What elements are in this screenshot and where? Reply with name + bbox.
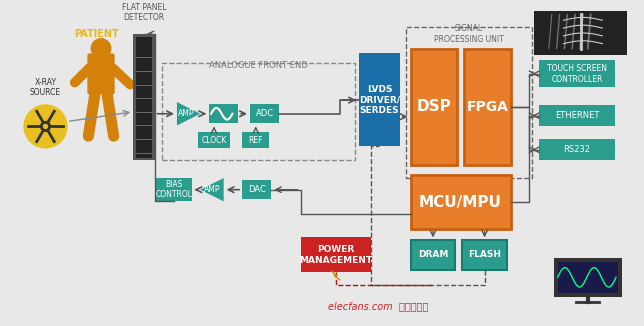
FancyBboxPatch shape xyxy=(464,49,511,165)
FancyBboxPatch shape xyxy=(411,49,457,165)
Text: ETHERNET: ETHERNET xyxy=(555,111,600,120)
Text: LVDS
DRIVER/
SERDES: LVDS DRIVER/ SERDES xyxy=(359,85,400,115)
FancyBboxPatch shape xyxy=(535,10,627,55)
Text: elecfans.com  电子发烧友: elecfans.com 电子发烧友 xyxy=(328,302,429,311)
Text: AMP: AMP xyxy=(178,109,194,118)
Text: DRAM: DRAM xyxy=(418,250,448,259)
Polygon shape xyxy=(177,102,200,126)
FancyBboxPatch shape xyxy=(539,105,615,126)
Text: ANALOGUE FRONT END: ANALOGUE FRONT END xyxy=(209,61,308,70)
Text: ADC: ADC xyxy=(256,109,274,118)
FancyBboxPatch shape xyxy=(242,180,271,200)
FancyBboxPatch shape xyxy=(209,104,238,124)
FancyBboxPatch shape xyxy=(359,53,400,146)
FancyBboxPatch shape xyxy=(411,175,511,229)
Bar xyxy=(406,27,533,178)
FancyBboxPatch shape xyxy=(554,258,622,297)
Bar xyxy=(162,63,355,160)
Polygon shape xyxy=(331,271,341,280)
FancyBboxPatch shape xyxy=(88,53,115,94)
Text: X-RAY
SOURCE: X-RAY SOURCE xyxy=(30,78,61,97)
FancyBboxPatch shape xyxy=(411,240,455,270)
FancyBboxPatch shape xyxy=(558,262,618,293)
Polygon shape xyxy=(200,178,223,201)
Text: REF: REF xyxy=(249,136,263,144)
FancyBboxPatch shape xyxy=(539,60,615,87)
FancyBboxPatch shape xyxy=(462,240,507,270)
Text: FLAT PANEL
DETECTOR: FLAT PANEL DETECTOR xyxy=(122,3,166,22)
FancyBboxPatch shape xyxy=(539,139,615,160)
Text: PATIENT: PATIENT xyxy=(74,29,118,39)
Text: DAC: DAC xyxy=(248,185,266,194)
FancyBboxPatch shape xyxy=(198,132,229,148)
Text: RS232: RS232 xyxy=(564,145,591,154)
Circle shape xyxy=(44,125,48,128)
Text: POWER
MANAGEMENT: POWER MANAGEMENT xyxy=(299,245,372,265)
FancyBboxPatch shape xyxy=(133,34,155,160)
FancyBboxPatch shape xyxy=(156,178,191,201)
Text: MCU/MPU: MCU/MPU xyxy=(419,195,502,210)
Circle shape xyxy=(91,39,111,58)
Circle shape xyxy=(24,105,67,148)
FancyBboxPatch shape xyxy=(136,37,151,157)
Circle shape xyxy=(41,122,50,131)
Text: TOUCH SCREEN
CONTROLLER: TOUCH SCREEN CONTROLLER xyxy=(547,64,607,83)
FancyBboxPatch shape xyxy=(301,237,371,273)
Text: DSP: DSP xyxy=(417,99,451,114)
FancyBboxPatch shape xyxy=(242,132,269,148)
Text: BIAS
CONTROL: BIAS CONTROL xyxy=(155,180,193,200)
Text: AMP: AMP xyxy=(204,185,220,194)
Text: FPGA: FPGA xyxy=(466,100,509,114)
Text: SIGNAL
PROCESSING UNIT: SIGNAL PROCESSING UNIT xyxy=(434,24,504,44)
FancyBboxPatch shape xyxy=(250,104,279,124)
Text: CLOCK: CLOCK xyxy=(201,136,227,144)
Text: FLASH: FLASH xyxy=(468,250,501,259)
